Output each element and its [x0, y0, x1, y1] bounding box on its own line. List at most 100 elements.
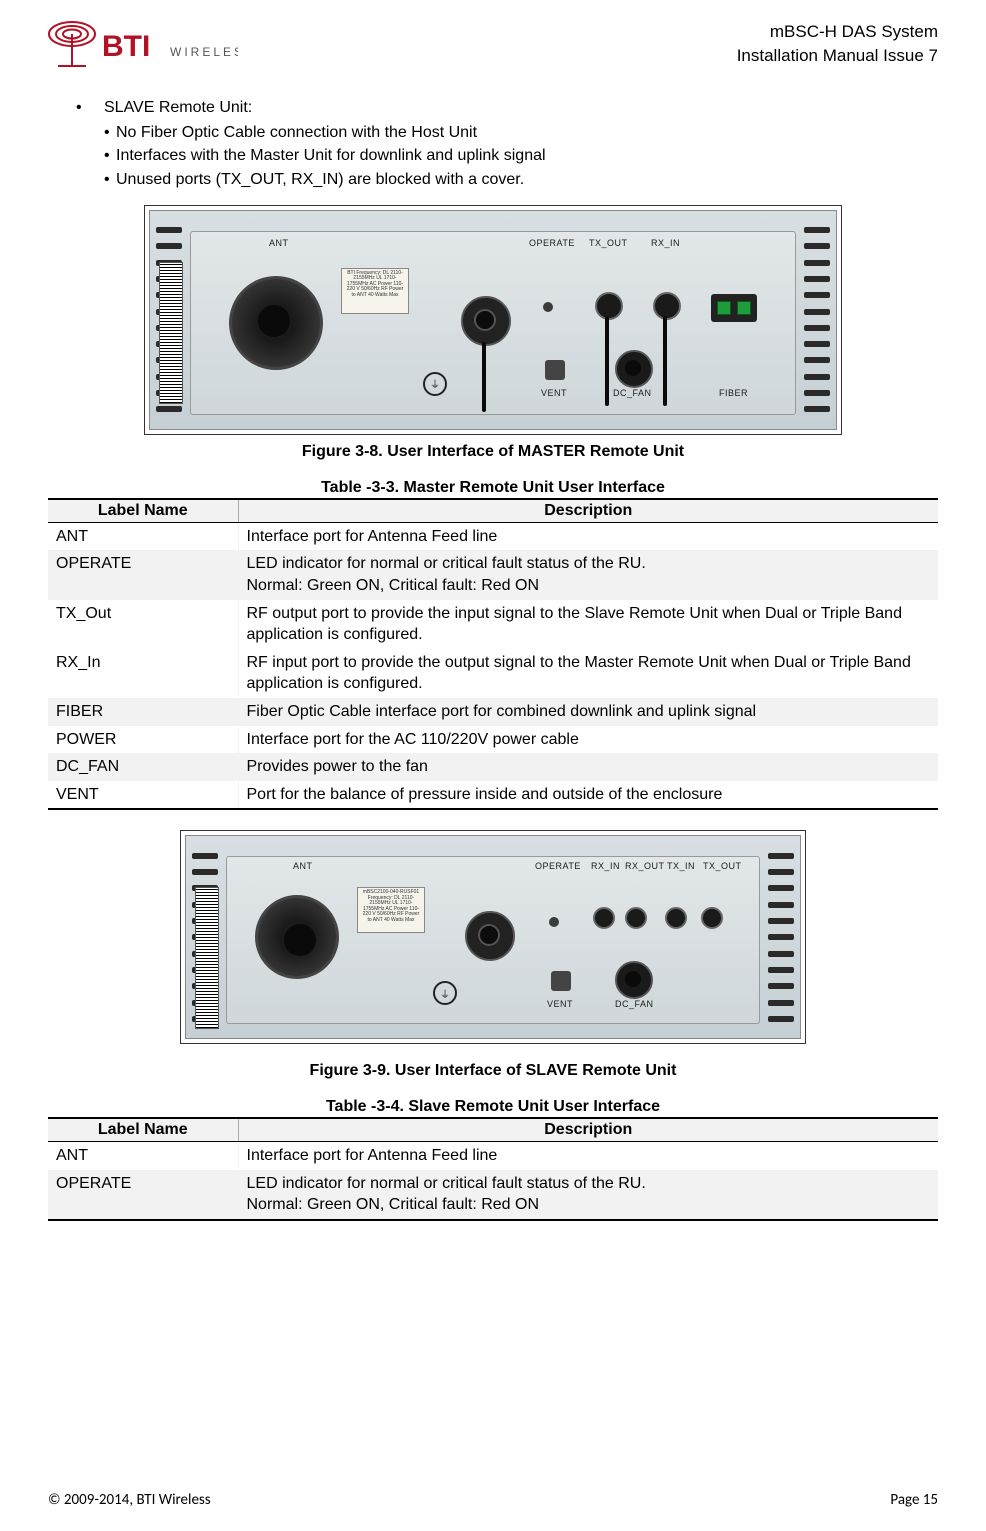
bullet-sub-text: Unused ports (TX_OUT, RX_IN) are blocked… [116, 168, 524, 191]
dcfan-connector-icon [615, 961, 653, 999]
doc-label: Installation Manual Issue 7 [737, 44, 938, 68]
table-cell: Fiber Optic Cable interface port for com… [238, 698, 938, 726]
txout-connector-icon [595, 292, 623, 320]
port-label: OPERATE [535, 861, 581, 871]
table-row: ANTInterface port for Antenna Feed line [48, 522, 938, 550]
barcode-label [159, 262, 183, 404]
ant-connector-icon [229, 276, 323, 370]
table-row: POWERInterface port for the AC 110/220V … [48, 726, 938, 754]
table-cell: Interface port for Antenna Feed line [238, 1142, 938, 1170]
bullet-block: • SLAVE Remote Unit: • No Fiber Optic Ca… [76, 96, 938, 191]
table-caption: Table -3-4. Slave Remote Unit User Inter… [48, 1098, 938, 1116]
port-label: FIBER [719, 388, 748, 398]
port-label: VENT [541, 388, 567, 398]
table-cell: RX_In [48, 649, 238, 698]
bullet-dot-icon: • [104, 144, 116, 167]
table-master: Label Name Description ANTInterface port… [48, 498, 938, 811]
bullet-sub: • No Fiber Optic Cable connection with t… [104, 121, 938, 144]
table-header-row: Label Name Description [48, 499, 938, 523]
device-photo-slave: ANT mBSC2100-040-RUSF01 Frequency: DL 21… [180, 830, 806, 1044]
table-cell: RF input port to provide the output sign… [238, 649, 938, 698]
table-row: OPERATELED indicator for normal or criti… [48, 550, 938, 599]
dcfan-connector-icon [615, 350, 653, 388]
table-header: Label Name [48, 1118, 238, 1142]
table-cell: TX_Out [48, 600, 238, 649]
bullet-main: • SLAVE Remote Unit: [76, 96, 938, 119]
small-rf-icon [593, 907, 615, 929]
bullet-dot-icon: • [104, 121, 116, 144]
figure-master: ANT BTI Frequency: DL 2110-2155MHz UL 17… [48, 205, 938, 461]
port-label: DC_FAN [615, 999, 654, 1009]
product-line: mBSC-H DAS System [737, 20, 938, 44]
copyright: © 2009-2014, BTI Wireless [48, 1491, 211, 1509]
table-header: Description [238, 1118, 938, 1142]
table-row: TX_OutRF output port to provide the inpu… [48, 600, 938, 649]
operate-led-icon [543, 302, 553, 312]
bullet-dot-icon: • [76, 96, 104, 119]
fiber-port-icon [711, 294, 757, 322]
table-header: Description [238, 499, 938, 523]
table-header-row: Label Name Description [48, 1118, 938, 1142]
spec-label: BTI Frequency: DL 2110-2155MHz UL 1710-1… [341, 268, 409, 314]
ground-icon: ⏚ [433, 981, 457, 1005]
table-cell: FIBER [48, 698, 238, 726]
small-rf-icon [701, 907, 723, 929]
power-connector-icon [465, 911, 515, 961]
port-label: VENT [547, 999, 573, 1009]
table-slave: Label Name Description ANTInterface port… [48, 1117, 938, 1221]
table-cell: LED indicator for normal or critical fau… [238, 1170, 938, 1220]
page-header: BTI WIRELESS mBSC-H DAS System Installat… [48, 20, 938, 74]
small-rf-icon [665, 907, 687, 929]
table-cell: Port for the balance of pressure inside … [238, 781, 938, 810]
table-cell: VENT [48, 781, 238, 810]
table-caption: Table -3-3. Master Remote Unit User Inte… [48, 479, 938, 497]
table-cell: Interface port for Antenna Feed line [238, 522, 938, 550]
port-label: OPERATE [529, 238, 575, 248]
ant-connector-icon [255, 895, 339, 979]
page-number: Page 15 [890, 1491, 938, 1509]
table-cell: OPERATE [48, 1170, 238, 1220]
bullet-sub-text: No Fiber Optic Cable connection with the… [116, 121, 477, 144]
table-cell: RF output port to provide the input sign… [238, 600, 938, 649]
table-cell: LED indicator for normal or critical fau… [238, 550, 938, 599]
bullet-sub-text: Interfaces with the Master Unit for down… [116, 144, 546, 167]
operate-led-icon [549, 917, 559, 927]
table-cell: POWER [48, 726, 238, 754]
table-cell: OPERATE [48, 550, 238, 599]
table-row: ANTInterface port for Antenna Feed line [48, 1142, 938, 1170]
vent-port-icon [545, 360, 565, 380]
vent-port-icon [551, 971, 571, 991]
spec-label: mBSC2100-040-RUSF01 Frequency: DL 2110-2… [357, 887, 425, 933]
small-rf-icon [625, 907, 647, 929]
port-label: ANT [293, 861, 313, 871]
figure-caption: Figure 3-9. User Interface of SLAVE Remo… [48, 1062, 938, 1080]
table-row: RX_InRF input port to provide the output… [48, 649, 938, 698]
table-cell: ANT [48, 1142, 238, 1170]
bullet-sub: • Interfaces with the Master Unit for do… [104, 144, 938, 167]
bullet-dot-icon: • [104, 168, 116, 191]
port-label: RX_IN [591, 861, 620, 871]
port-label: RX_OUT [625, 861, 665, 871]
header-text: mBSC-H DAS System Installation Manual Is… [737, 20, 938, 68]
port-label: TX_OUT [589, 238, 628, 248]
table-header: Label Name [48, 499, 238, 523]
rxin-connector-icon [653, 292, 681, 320]
power-connector-icon [461, 296, 511, 346]
table-row: DC_FANProvides power to the fan [48, 753, 938, 781]
table-cell: Provides power to the fan [238, 753, 938, 781]
table-row: OPERATELED indicator for normal or criti… [48, 1170, 938, 1220]
table-cell: ANT [48, 522, 238, 550]
port-label: TX_IN [667, 861, 695, 871]
ground-icon: ⏚ [423, 372, 447, 396]
svg-text:WIRELESS: WIRELESS [170, 45, 238, 59]
svg-text:BTI: BTI [102, 30, 150, 63]
table-cell: DC_FAN [48, 753, 238, 781]
barcode-label [195, 887, 219, 1029]
figure-slave: ANT mBSC2100-040-RUSF01 Frequency: DL 21… [48, 830, 938, 1080]
table-row: FIBERFiber Optic Cable interface port fo… [48, 698, 938, 726]
table-cell: Interface port for the AC 110/220V power… [238, 726, 938, 754]
logo: BTI WIRELESS [48, 20, 238, 74]
figure-caption: Figure 3-8. User Interface of MASTER Rem… [48, 443, 938, 461]
table-row: VENTPort for the balance of pressure ins… [48, 781, 938, 810]
bullet-main-text: SLAVE Remote Unit: [104, 96, 252, 119]
